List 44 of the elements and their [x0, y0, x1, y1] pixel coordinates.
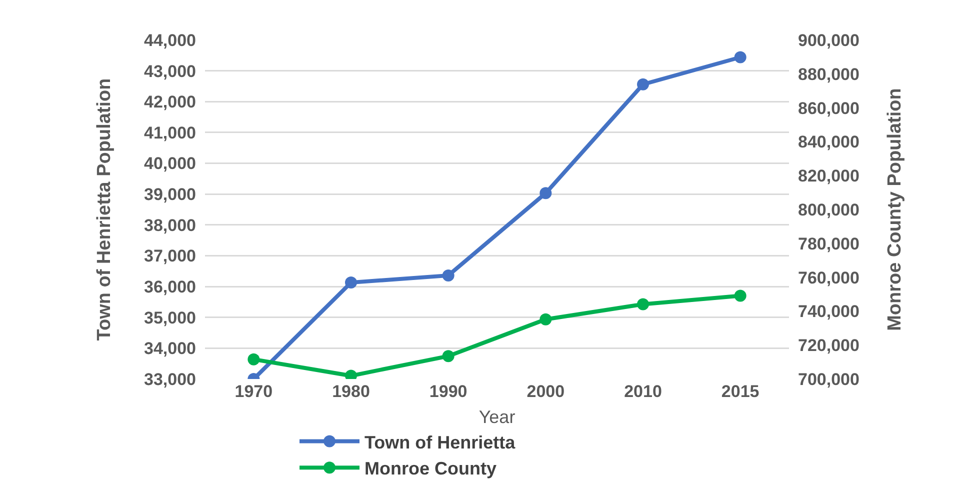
- y-axis-title: Town of Henrietta Population: [94, 78, 115, 341]
- x-tick-label: 2015: [721, 382, 760, 401]
- legend-label: Monroe County: [364, 458, 496, 479]
- y2-axis-title: Monroe County Population: [884, 88, 906, 331]
- y2-tick-label: 760,000: [798, 268, 860, 288]
- y2-tick-label: 860,000: [798, 98, 860, 118]
- y-tick-label: 34,000: [144, 339, 196, 358]
- y2-tick-label: 820,000: [798, 166, 860, 186]
- y-tick-label: 43,000: [144, 62, 196, 81]
- y-tick-label: 37,000: [144, 246, 196, 266]
- point: [345, 276, 357, 289]
- y2-tick-label: 800,000: [798, 200, 860, 220]
- y2-tick-label: 700,000: [798, 370, 860, 389]
- point: [540, 187, 552, 200]
- x-tick-label: 1990: [429, 382, 468, 401]
- y2-tick-label: 720,000: [798, 336, 860, 356]
- y2-tick-label: 780,000: [798, 234, 860, 254]
- y2-tick-label: 900,000: [798, 30, 860, 50]
- legend-label: Town of Henrietta: [364, 432, 516, 452]
- y-tick-label: 41,000: [144, 123, 196, 142]
- x-axis-title: Year: [478, 407, 516, 428]
- y-tick-label: 40,000: [144, 154, 196, 174]
- point: [734, 51, 746, 64]
- y-tick-label: 42,000: [144, 92, 196, 112]
- y-tick-label: 44,000: [144, 30, 196, 50]
- y2-tick-label: 840,000: [798, 132, 860, 152]
- y-tick-label: 36,000: [144, 278, 196, 296]
- y-tick-label: 33,000: [144, 370, 196, 389]
- y-tick-label: 38,000: [144, 216, 196, 235]
- x-tick-label: 1980: [332, 382, 370, 401]
- point: [637, 78, 649, 90]
- point: [734, 290, 746, 302]
- y2-tick-label: 880,000: [798, 64, 860, 84]
- y-tick-label: 39,000: [144, 185, 196, 204]
- point: [637, 298, 649, 310]
- point: [540, 313, 552, 326]
- y2-tick-label: 740,000: [798, 302, 860, 322]
- x-tick-label: 1970: [234, 382, 273, 401]
- point: [442, 269, 454, 282]
- x-tick-label: 2000: [526, 382, 565, 401]
- y-tick-label: 35,000: [144, 308, 196, 328]
- point: [248, 353, 260, 366]
- x-tick-label: 2010: [624, 382, 662, 401]
- point: [442, 350, 454, 362]
